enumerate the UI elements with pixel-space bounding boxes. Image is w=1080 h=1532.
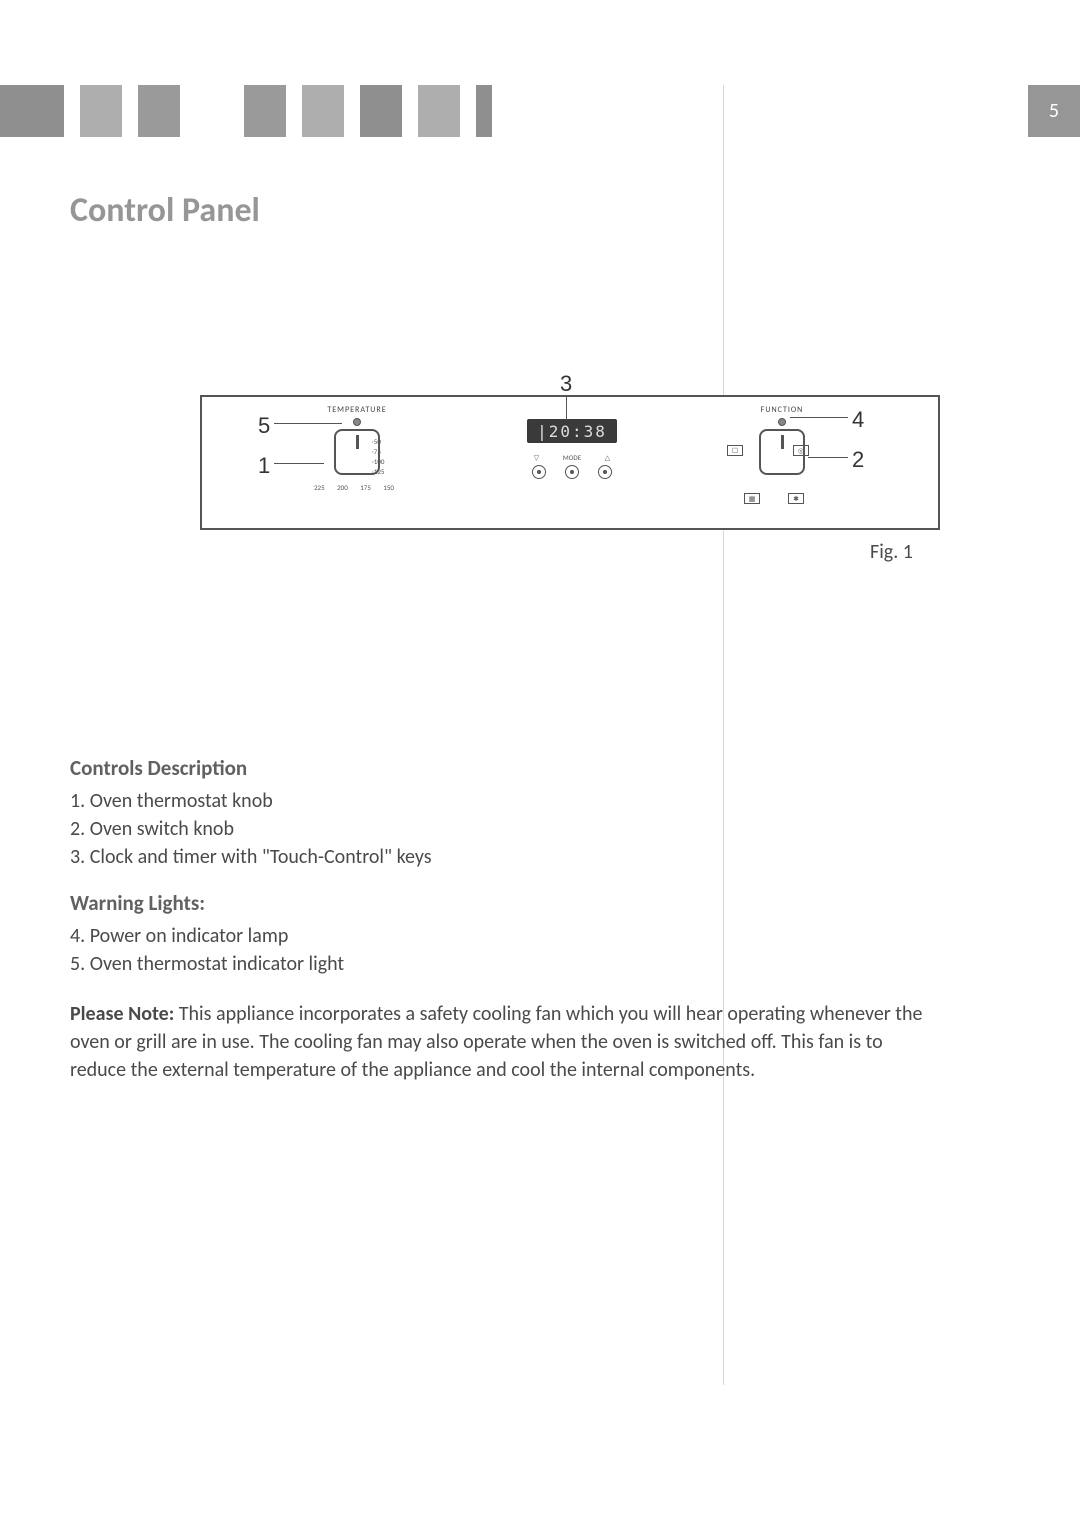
touch-labels: ▽MODE△ <box>522 453 622 462</box>
callout-line <box>808 457 848 458</box>
callout-5: 5 <box>258 413 270 439</box>
up-button-icon <box>598 465 612 479</box>
callout-3: 3 <box>560 371 572 397</box>
mode-icon: ☐ <box>727 445 743 456</box>
header-bar <box>180 85 244 137</box>
header-bar <box>244 85 286 137</box>
clock-section: |20:38 ▽MODE△ <box>507 405 637 479</box>
controls-list: 1. Oven thermostat knob2. Oven switch kn… <box>70 787 930 871</box>
vertical-divider <box>723 85 724 1385</box>
header-bar <box>138 85 180 137</box>
header-bar <box>122 85 138 137</box>
temperature-scale: ·50·75·100·125 <box>372 437 384 477</box>
header-bar <box>344 85 360 137</box>
page-number: 5 <box>1028 85 1080 137</box>
function-label: FUNCTION <box>702 405 862 415</box>
header-bar <box>476 85 492 137</box>
warning-lights-heading: Warning Lights: <box>70 890 930 916</box>
header-bar <box>418 85 460 137</box>
note-text: This appliance incorporates a safety coo… <box>70 1002 922 1082</box>
callout-line <box>274 463 324 464</box>
list-item: 3. Clock and timer with "Touch-Control" … <box>70 843 930 871</box>
thermostat-led-icon <box>353 418 361 426</box>
mode-button-icon <box>565 465 579 479</box>
header-bar <box>360 85 402 137</box>
header-bar <box>460 85 476 137</box>
list-item: 1. Oven thermostat knob <box>70 787 930 815</box>
header-bar <box>302 85 344 137</box>
callout-4: 4 <box>852 407 864 433</box>
header-bars <box>0 85 492 137</box>
callout-2: 2 <box>852 447 864 473</box>
figure-caption: Fig. 1 <box>870 540 913 564</box>
header-bar <box>402 85 418 137</box>
control-panel-diagram: TEMPERATURE ·50·75·100·125 225200175150 … <box>200 395 940 530</box>
page-title: Control Panel <box>70 190 260 231</box>
list-item: 2. Oven switch knob <box>70 815 930 843</box>
callout-1: 1 <box>258 453 270 479</box>
mode-icon: ✱ <box>788 493 804 504</box>
temperature-label: TEMPERATURE <box>292 405 422 415</box>
function-section: FUNCTION ☐ ◎ ▦ ✱ <box>702 405 862 477</box>
function-icons-top: ☐ ◎ <box>727 445 809 456</box>
header-bar <box>64 85 80 137</box>
function-icons-bottom: ▦ ✱ <box>744 493 804 504</box>
down-button-icon <box>532 465 546 479</box>
please-note-paragraph: Please Note: This appliance incorporates… <box>70 1000 930 1084</box>
power-led-icon <box>778 418 786 426</box>
callout-line <box>790 417 848 418</box>
touch-buttons <box>522 465 622 479</box>
digital-clock-display: |20:38 <box>527 419 617 443</box>
controls-description-heading: Controls Description <box>70 755 930 781</box>
header-bar <box>286 85 302 137</box>
callout-line <box>274 423 342 424</box>
warning-lights-list: 4. Power on indicator lamp5. Oven thermo… <box>70 922 930 978</box>
list-item: 4. Power on indicator lamp <box>70 922 930 950</box>
mode-icon: ▦ <box>744 493 760 504</box>
temperature-arc: 225200175150 <box>314 483 394 492</box>
note-bold: Please Note: <box>70 1002 174 1026</box>
header-bar <box>80 85 122 137</box>
callout-line <box>566 395 567 420</box>
mode-icon: ◎ <box>793 445 809 456</box>
header-bar <box>0 85 64 137</box>
list-item: 5. Oven thermostat indicator light <box>70 950 930 978</box>
